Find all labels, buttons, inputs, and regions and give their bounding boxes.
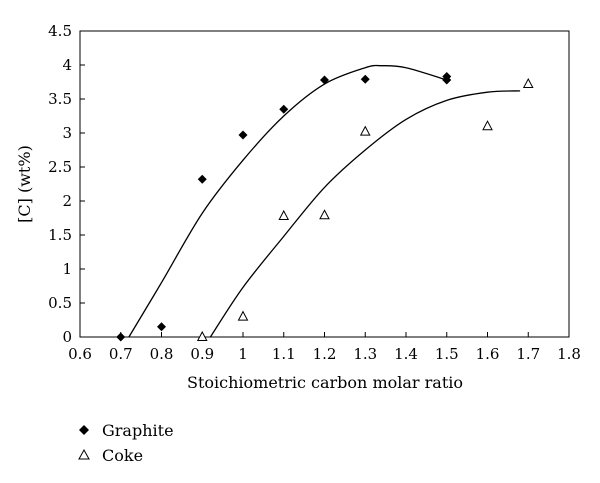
legend-item-coke: Coke xyxy=(78,446,143,465)
x-tick-label: 1 xyxy=(238,345,248,363)
y-tick-label: 2 xyxy=(62,192,72,210)
data-point-graphite xyxy=(279,104,289,114)
x-axis-title: Stoichiometric carbon molar ratio xyxy=(187,373,463,392)
x-tick-label: 0.6 xyxy=(68,345,92,363)
data-point-graphite xyxy=(197,174,207,184)
y-tick-label: 1.5 xyxy=(48,226,72,244)
x-tick-label: 1.3 xyxy=(353,345,377,363)
data-point-graphite xyxy=(238,130,248,140)
y-tick-label: 0 xyxy=(62,328,72,346)
y-tick-label: 4.5 xyxy=(48,22,72,40)
data-point-coke xyxy=(522,77,534,89)
x-tick-label: 1.8 xyxy=(557,345,581,363)
x-tick-label: 1.7 xyxy=(516,345,540,363)
y-tick-label: 1 xyxy=(62,260,72,278)
data-point-coke xyxy=(359,125,371,136)
x-tick-label: 1.5 xyxy=(435,345,459,363)
data-point-graphite xyxy=(360,74,370,84)
data-point-graphite xyxy=(157,322,166,332)
data-point-graphite xyxy=(442,72,452,82)
data-point-coke xyxy=(196,330,208,341)
triangle-marker-icon xyxy=(78,448,90,460)
data-markers xyxy=(116,72,534,342)
x-axis: 0.6 0.7 0.8 0.9 1 1.1 1.2 1.3 1.4 1.5 1.6 1.7 1.8 xyxy=(68,332,581,363)
trendlines xyxy=(128,64,521,338)
x-tick-label: 0.9 xyxy=(190,345,214,363)
data-point-graphite xyxy=(320,75,329,85)
legend: Graphite Coke xyxy=(78,421,174,465)
trendline-graphite xyxy=(128,64,447,338)
x-tick-label: 1.1 xyxy=(272,345,296,363)
y-tick-label: 2.5 xyxy=(48,158,72,176)
x-tick-label: 1.6 xyxy=(476,345,500,363)
y-tick-label: 3.5 xyxy=(48,90,72,108)
x-tick-label: 0.7 xyxy=(109,345,133,363)
y-tick-label: 0.5 xyxy=(48,294,72,312)
y-tick-label: 4 xyxy=(62,56,72,74)
data-point-graphite xyxy=(116,332,126,342)
x-tick-label: 1.4 xyxy=(394,345,418,363)
x-tick-label: 0.8 xyxy=(150,345,174,363)
trendline-coke xyxy=(209,90,521,338)
data-point-coke xyxy=(319,209,330,220)
diamond-marker-icon xyxy=(79,425,89,435)
y-tick-label: 3 xyxy=(62,124,72,142)
legend-item-graphite: Graphite xyxy=(79,421,174,440)
legend-label-graphite: Graphite xyxy=(102,421,174,440)
x-tick-label: 1.2 xyxy=(313,345,337,363)
data-point-coke xyxy=(237,310,249,321)
y-axis-title: [C] (wt%) xyxy=(15,145,34,223)
legend-label-coke: Coke xyxy=(102,446,143,465)
data-point-coke xyxy=(482,120,493,131)
y-axis: 0 0.5 1 1.5 2 2.5 3 3.5 4 4.5 xyxy=(48,22,85,346)
data-point-coke xyxy=(278,209,290,220)
